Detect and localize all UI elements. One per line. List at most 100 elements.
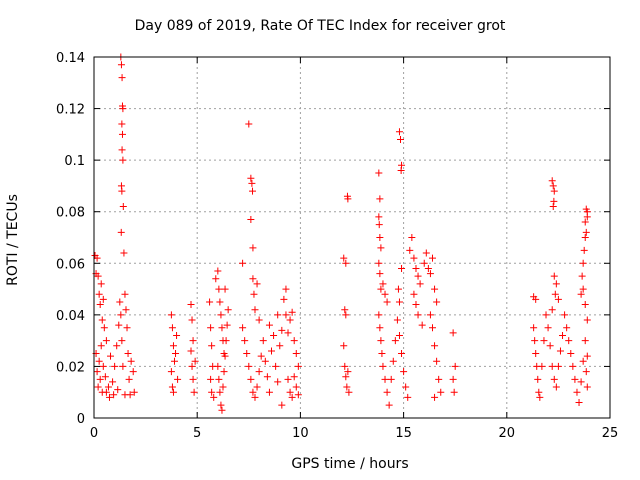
data-point xyxy=(278,326,286,334)
data-point xyxy=(569,362,577,370)
data-point xyxy=(426,311,434,319)
data-point xyxy=(109,378,117,386)
data-point xyxy=(379,280,387,288)
data-point xyxy=(270,331,278,339)
y-tick-label: 0.08 xyxy=(56,206,85,221)
data-point xyxy=(105,393,113,401)
data-point xyxy=(340,342,348,350)
data-point xyxy=(580,246,588,254)
data-point xyxy=(548,306,556,314)
data-point xyxy=(544,324,552,332)
data-point xyxy=(406,246,414,254)
data-point xyxy=(214,267,222,275)
data-point xyxy=(218,406,226,414)
data-point xyxy=(412,264,420,272)
data-point xyxy=(579,357,587,365)
data-point xyxy=(561,311,569,319)
data-point xyxy=(550,187,558,195)
data-point xyxy=(245,120,253,128)
data-point xyxy=(250,290,258,298)
data-point xyxy=(345,388,353,396)
data-point xyxy=(251,393,259,401)
data-point xyxy=(100,324,108,332)
data-point xyxy=(218,324,226,332)
grid xyxy=(94,57,610,418)
data-point xyxy=(420,259,428,267)
data-point xyxy=(224,306,232,314)
data-point xyxy=(290,373,298,381)
data-point xyxy=(292,383,300,391)
data-point xyxy=(255,368,263,376)
data-point xyxy=(216,298,224,306)
x-tick-label: 5 xyxy=(193,426,201,441)
data-point xyxy=(282,285,290,293)
data-point xyxy=(342,259,350,267)
data-point xyxy=(549,182,557,190)
data-point xyxy=(389,357,397,365)
data-point xyxy=(207,324,215,332)
data-point xyxy=(375,221,383,229)
data-point xyxy=(257,352,265,360)
data-point xyxy=(290,337,298,345)
data-point xyxy=(377,285,385,293)
data-point xyxy=(111,362,119,370)
data-point xyxy=(207,375,215,383)
x-tick-label: 25 xyxy=(602,426,619,441)
data-point xyxy=(375,311,383,319)
data-point xyxy=(117,61,125,69)
data-point xyxy=(395,128,403,136)
data-point xyxy=(206,298,214,306)
data-point xyxy=(400,368,408,376)
data-point xyxy=(169,342,177,350)
data-point xyxy=(551,290,559,298)
data-point xyxy=(286,388,294,396)
data-point xyxy=(167,368,175,376)
data-point xyxy=(121,290,129,298)
data-point xyxy=(410,290,418,298)
data-point xyxy=(117,228,125,236)
data-point xyxy=(573,388,581,396)
data-point xyxy=(577,290,585,298)
data-point xyxy=(280,295,288,303)
data-point xyxy=(215,285,223,293)
data-point xyxy=(129,368,137,376)
data-point xyxy=(120,249,128,257)
data-point xyxy=(540,337,548,345)
data-point xyxy=(249,388,257,396)
data-point xyxy=(582,228,590,236)
data-point xyxy=(119,362,127,370)
data-point xyxy=(284,329,292,337)
data-point xyxy=(212,275,220,283)
data-point xyxy=(404,393,412,401)
data-point xyxy=(104,383,112,391)
data-point xyxy=(376,195,384,203)
data-point xyxy=(118,130,126,138)
data-point xyxy=(245,362,253,370)
data-point xyxy=(259,337,267,345)
data-point xyxy=(542,311,550,319)
data-point xyxy=(118,74,126,82)
data-point xyxy=(532,295,540,303)
data-point xyxy=(284,375,292,383)
data-point xyxy=(381,375,389,383)
data-point xyxy=(536,393,544,401)
data-point xyxy=(217,401,225,409)
data-point xyxy=(123,324,131,332)
data-point xyxy=(395,331,403,339)
data-point xyxy=(221,352,229,360)
data-point xyxy=(408,234,416,241)
y-tick-label: 0.14 xyxy=(56,51,85,66)
data-point xyxy=(424,264,432,272)
data-point xyxy=(125,375,133,383)
data-point xyxy=(241,337,249,345)
data-point xyxy=(554,362,562,370)
data-points xyxy=(91,53,591,414)
data-point xyxy=(118,337,126,345)
data-point xyxy=(294,362,302,370)
data-point xyxy=(118,187,126,195)
y-tick-label: 0.04 xyxy=(56,309,85,324)
data-point xyxy=(583,316,591,324)
data-point xyxy=(127,357,135,365)
data-point xyxy=(532,350,540,358)
x-axis-label: GPS time / hours xyxy=(291,456,409,472)
